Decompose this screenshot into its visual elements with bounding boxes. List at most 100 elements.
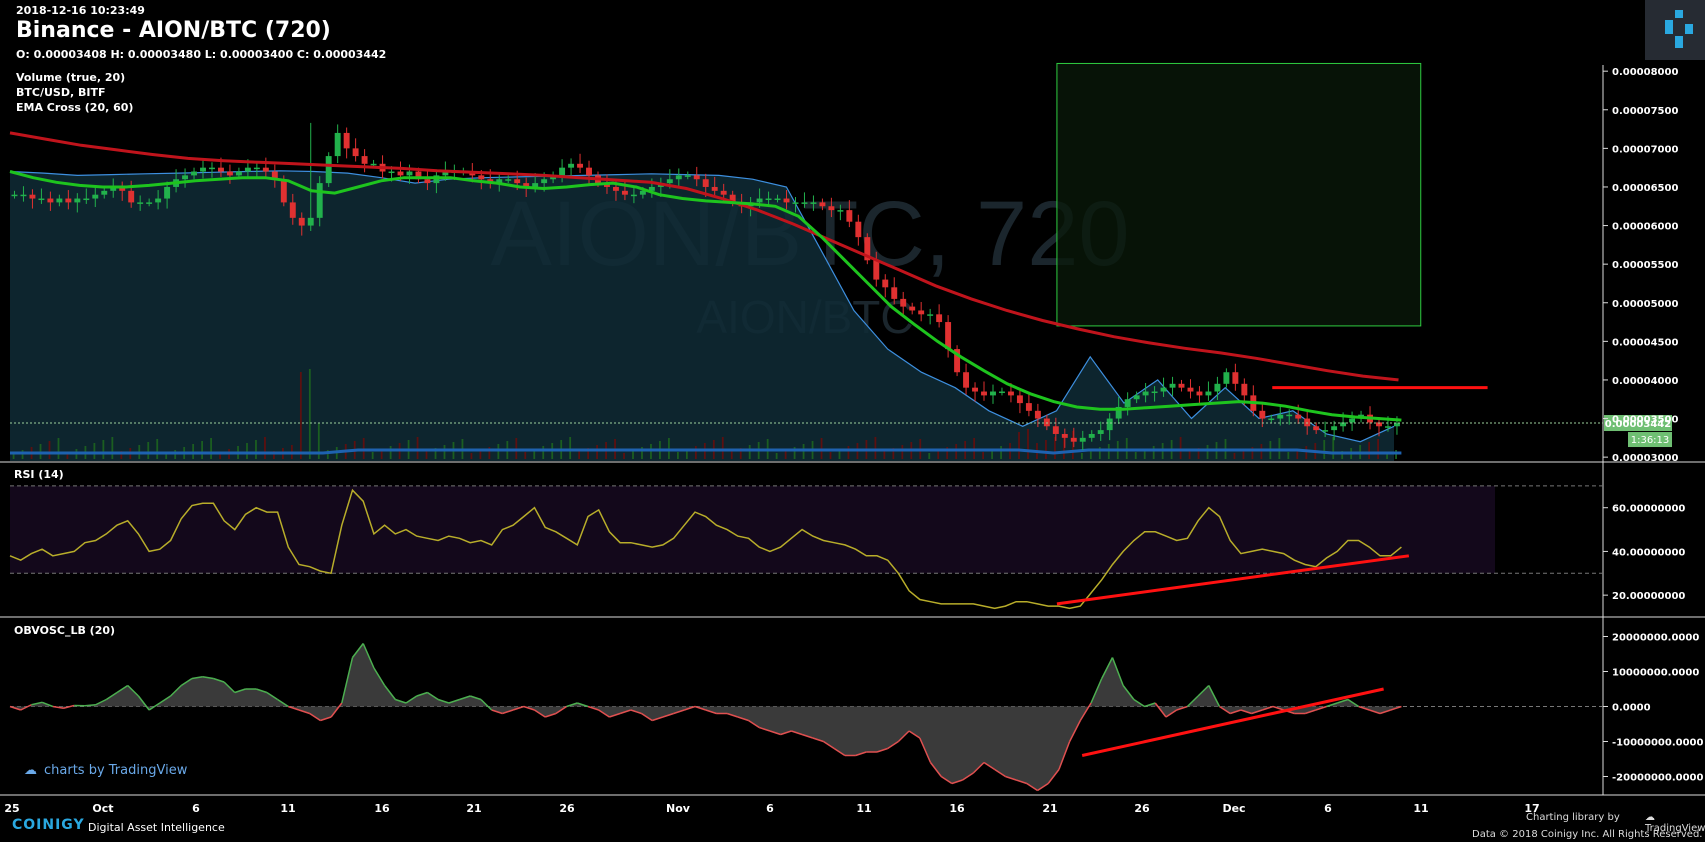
obv-segment <box>1240 709 1252 715</box>
volume-bar <box>371 452 374 459</box>
volume-bar <box>587 448 590 459</box>
candle-body <box>83 198 90 201</box>
obv-segment <box>298 709 310 715</box>
volume-bar <box>1143 449 1146 459</box>
volume-bar <box>775 453 778 459</box>
candle-body <box>289 202 296 218</box>
candle-body <box>11 194 18 197</box>
obv-segment <box>180 677 193 687</box>
candle-body <box>855 221 862 238</box>
candle-body <box>774 198 781 201</box>
volume-bar <box>1098 447 1101 459</box>
obv-segment <box>780 730 792 736</box>
copyright-note: Data © 2018 Coinigy Inc. All Rights Rese… <box>1472 829 1703 840</box>
volume-bar <box>443 445 446 459</box>
candle-body <box>343 132 350 149</box>
candle-body <box>963 372 970 388</box>
candle-body <box>235 171 242 176</box>
volume-bar <box>829 452 832 459</box>
candle-body <box>433 175 440 184</box>
candle-body <box>65 198 72 203</box>
trend-line <box>1081 687 1384 757</box>
chart-logo[interactable] <box>1645 0 1705 60</box>
candle-body <box>648 186 655 191</box>
volume-bar <box>308 369 311 459</box>
volume-bar <box>1341 451 1344 459</box>
tradingview-link[interactable]: ☁ charts by TradingView <box>24 763 187 778</box>
obv-segment <box>587 705 599 711</box>
obv-segment <box>523 705 535 711</box>
candle-body <box>1385 426 1391 428</box>
price-badge <box>1604 415 1672 432</box>
countdown-badge-text: 1:36:13 <box>1631 435 1670 446</box>
candle-body <box>1007 391 1014 396</box>
volume-bar <box>578 451 581 459</box>
indicator-ema-cross[interactable]: EMA Cross (20, 60) <box>16 101 134 114</box>
time-axis-label: 6 <box>1324 802 1332 815</box>
obv-segment <box>1304 709 1317 715</box>
obv-segment <box>20 704 32 711</box>
price-tick-label: 0.00004000 <box>1612 376 1678 387</box>
volume-bar <box>793 447 796 459</box>
obv-segment <box>395 698 407 704</box>
chart-title: Binance - AION/BTC (720) <box>16 18 331 43</box>
candle-body <box>837 210 844 212</box>
candle-body <box>1160 387 1167 392</box>
candle-body <box>56 198 63 203</box>
volume-bar <box>1197 448 1200 459</box>
obv-segment <box>512 705 524 711</box>
candle-body <box>298 217 305 226</box>
obv-segment <box>662 712 674 718</box>
volume-bar <box>434 448 437 459</box>
obv-segment <box>577 702 589 708</box>
obv-segment <box>288 705 300 711</box>
obv-segment <box>962 772 974 781</box>
volume-bar <box>1323 440 1326 459</box>
obv-segment <box>833 747 846 757</box>
rsi-pane-label[interactable]: RSI (14) <box>14 468 64 481</box>
obv-pane-label[interactable]: OBVOSC_LB (20) <box>14 624 115 637</box>
volume-bar <box>219 452 221 459</box>
volume-bar <box>1000 446 1002 459</box>
candle-body <box>936 314 943 323</box>
volume-bar <box>1089 450 1092 459</box>
time-axis-label: Dec <box>1222 802 1245 815</box>
candle-body <box>334 132 341 157</box>
obv-segment <box>726 712 739 718</box>
candle-body <box>1097 430 1104 434</box>
obv-segment <box>705 709 717 715</box>
chart-timestamp: 2018-12-16 10:23:49 <box>16 4 145 17</box>
obv-tick-label: 10000000.0000 <box>1612 668 1699 679</box>
obv-segment <box>1208 685 1221 707</box>
candle-body <box>397 171 404 176</box>
candle-body <box>1205 391 1212 396</box>
obv-segment <box>234 688 246 694</box>
obv-segment <box>159 695 171 704</box>
volume-bar <box>470 453 473 459</box>
obv-segment <box>897 730 910 743</box>
volume-bar <box>596 445 598 459</box>
candle-body <box>1178 383 1185 388</box>
candle-body <box>146 202 153 204</box>
price-tick-label: 0.00008000 <box>1612 67 1678 78</box>
candle-body <box>1313 426 1320 431</box>
candle-body <box>101 190 108 195</box>
candle-body <box>505 179 512 181</box>
volume-bar <box>246 443 248 459</box>
obv-segment <box>1347 698 1360 708</box>
rsi-tick-label: 60.00000000 <box>1612 504 1685 515</box>
candle-body <box>819 202 826 207</box>
indicator-volume[interactable]: Volume (true, 20) <box>16 71 126 84</box>
time-axis-label: 6 <box>192 802 200 815</box>
candle-body <box>532 183 539 187</box>
tradingview-brand[interactable]: ☁ TradingView <box>1645 812 1705 834</box>
obv-segment <box>191 676 203 680</box>
volume-bar <box>326 450 329 459</box>
obv-segment <box>255 688 268 694</box>
price-tick-label: 0.00003000 <box>1612 453 1678 464</box>
volume-bar <box>93 443 96 459</box>
indicator-btc-usd[interactable]: BTC/USD, BITF <box>16 86 106 99</box>
obv-segment <box>972 761 985 774</box>
volume-bar <box>847 446 850 459</box>
